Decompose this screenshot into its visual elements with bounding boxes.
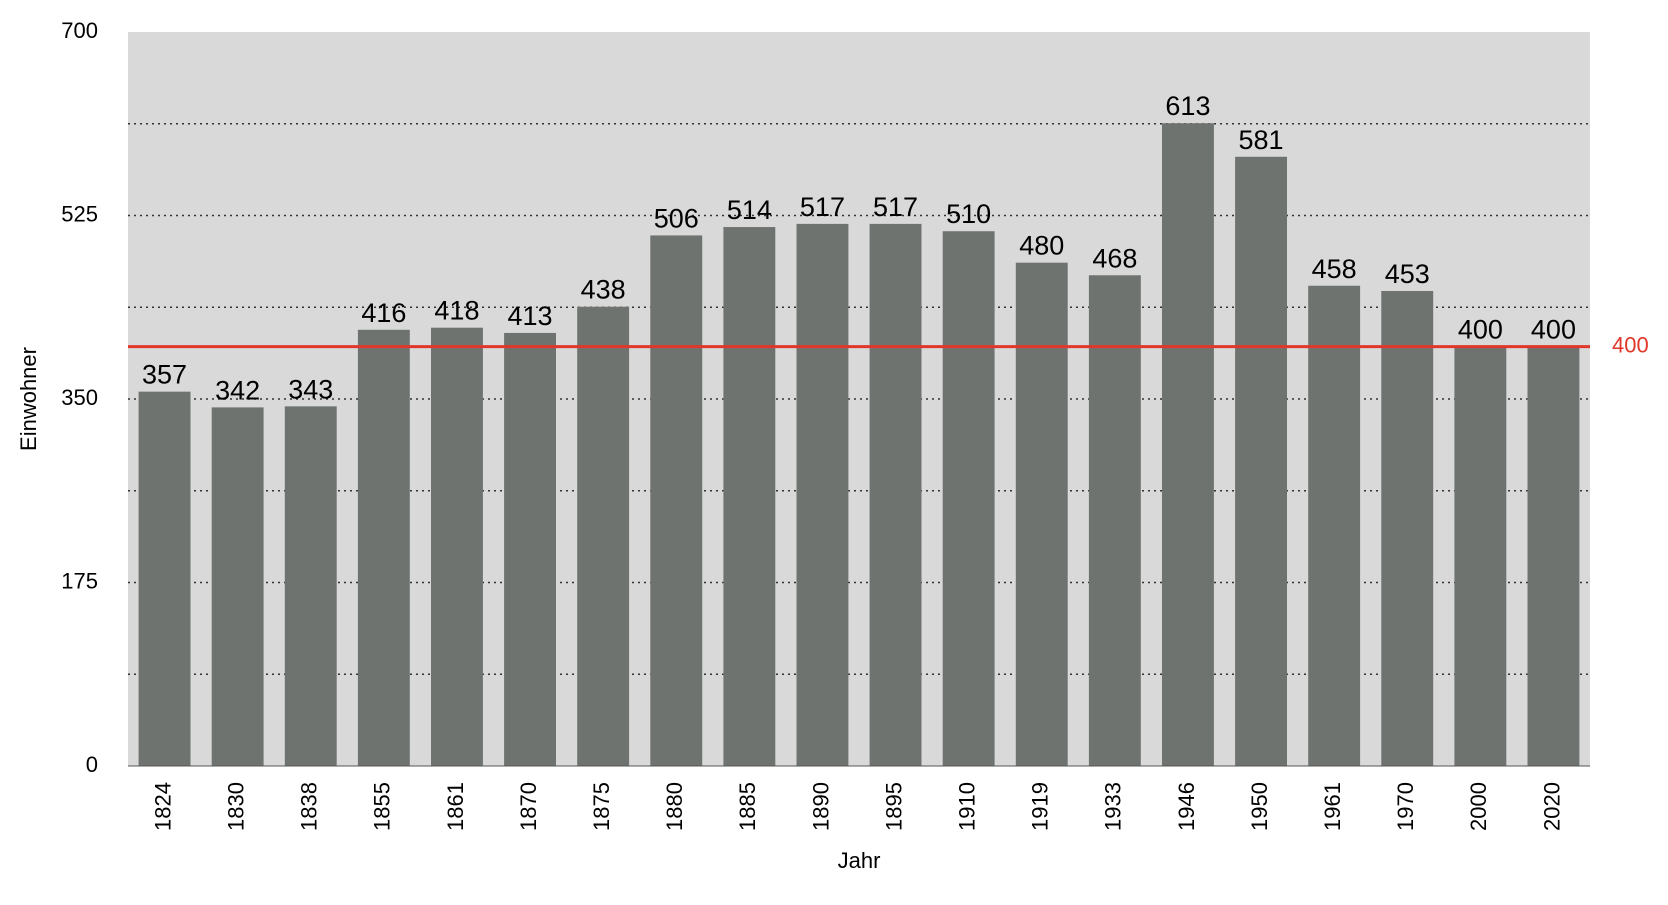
x-tick-label: 1890	[808, 782, 833, 831]
y-axis-title: Einwohner	[16, 347, 41, 451]
x-tick-label: 1824	[150, 782, 175, 831]
bar-1895	[869, 223, 922, 767]
data-label-1890: 517	[800, 192, 845, 222]
data-label-1838: 343	[288, 374, 333, 404]
y-tick-label: 525	[61, 201, 98, 226]
data-label-1830: 342	[215, 375, 260, 405]
x-tick-label: 1970	[1393, 782, 1418, 831]
bar-1870	[504, 332, 557, 766]
data-label-1933: 468	[1092, 243, 1137, 273]
x-tick-label: 1950	[1247, 782, 1272, 831]
data-label-1861: 418	[434, 296, 479, 326]
data-label-1824: 357	[142, 360, 187, 390]
bar-1933	[1088, 275, 1141, 766]
bar-1961	[1308, 285, 1361, 766]
x-tick-label: 1838	[297, 782, 322, 831]
data-label-1855: 416	[361, 298, 406, 328]
bar-1875	[577, 306, 630, 766]
y-tick-label: 175	[61, 568, 98, 593]
x-tick-label: 1895	[881, 782, 906, 831]
x-tick-label: 2020	[1539, 782, 1564, 831]
data-label-1880: 506	[654, 203, 699, 233]
data-label-1875: 438	[581, 275, 626, 305]
data-label-1885: 514	[727, 195, 772, 225]
bar-1861	[430, 327, 483, 766]
data-label-1950: 581	[1239, 125, 1284, 155]
y-tick-label: 0	[86, 752, 98, 777]
bar-1950	[1235, 156, 1288, 766]
y-axis-ticks: 0 175 350 525 700	[61, 18, 98, 777]
x-tick-label: 1946	[1174, 782, 1199, 831]
bar-2000	[1454, 346, 1507, 766]
bar-1838	[284, 406, 337, 766]
data-label-2000: 400	[1458, 315, 1503, 345]
data-label-1919: 480	[1019, 231, 1064, 261]
x-tick-label: 1830	[223, 782, 248, 831]
y-tick-label: 350	[61, 385, 98, 410]
x-axis-ticks: 1824 1830 1838 1855 1861 1870 1875 1880 1885 1890…	[150, 782, 1564, 831]
bar-1946	[1161, 123, 1214, 767]
bar-2020	[1527, 346, 1580, 766]
data-label-1961: 458	[1312, 254, 1357, 284]
x-tick-label: 1855	[370, 782, 395, 831]
bar-1824	[138, 391, 191, 766]
bars	[138, 123, 1580, 767]
x-axis-title: Jahr	[838, 848, 881, 873]
bar-1970	[1381, 290, 1434, 766]
data-label-1946: 613	[1165, 91, 1210, 121]
bar-1910	[942, 231, 995, 766]
data-labels: 357 342 343 416 418 413 438 506 514 517 517 510 480 4…	[142, 91, 1576, 405]
data-label-2020: 400	[1531, 315, 1576, 345]
bar-1830	[211, 407, 264, 766]
x-tick-label: 2000	[1466, 782, 1491, 831]
data-label-1895: 517	[873, 192, 918, 222]
bar-1919	[1015, 262, 1068, 766]
bar-1880	[650, 235, 703, 766]
x-tick-label: 1880	[662, 782, 687, 831]
y-tick-label: 700	[61, 18, 98, 43]
bar-1885	[723, 227, 776, 766]
x-tick-label: 1861	[443, 782, 468, 831]
x-tick-label: 1910	[954, 782, 979, 831]
reference-line-label: 400	[1612, 332, 1649, 357]
x-tick-label: 1885	[735, 782, 760, 831]
x-tick-label: 1870	[516, 782, 541, 831]
data-label-1970: 453	[1385, 259, 1430, 289]
data-label-1870: 413	[508, 301, 553, 331]
x-tick-label: 1933	[1101, 782, 1126, 831]
bar-1855	[357, 329, 410, 766]
x-tick-label: 1875	[589, 782, 614, 831]
bar-1890	[796, 223, 849, 767]
data-label-1910: 510	[946, 199, 991, 229]
x-tick-label: 1919	[1028, 782, 1053, 831]
x-tick-label: 1961	[1320, 782, 1345, 831]
